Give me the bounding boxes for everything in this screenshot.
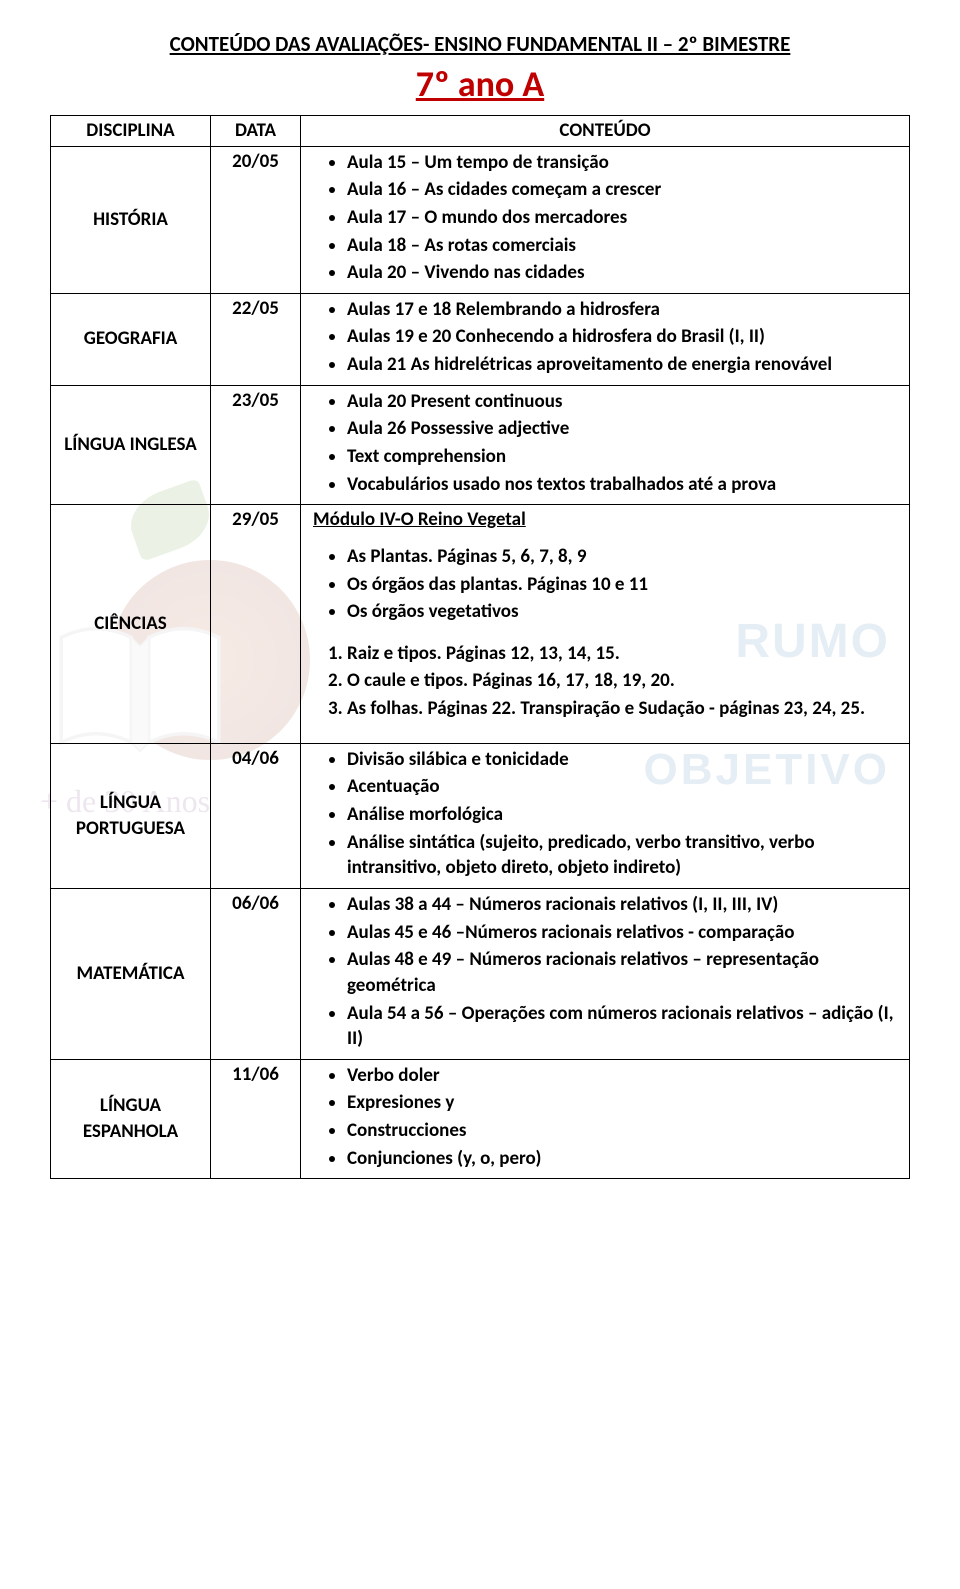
table-row: MATEMÁTICA 06/06 Aulas 38 a 44 – Números… — [51, 888, 910, 1059]
list-item: Os órgãos das plantas. Páginas 10 e 11 — [347, 571, 901, 599]
table-row: LÍNGUA INGLESA 23/05 Aula 20 Present con… — [51, 385, 910, 505]
list-item: Aulas 38 a 44 – Números racionais relati… — [347, 891, 901, 919]
list-item: Aula 16 – As cidades começam a crescer — [347, 176, 901, 204]
discipline-cell: CIÊNCIAS — [51, 505, 211, 743]
content-cell: Aulas 38 a 44 – Números racionais relati… — [301, 888, 910, 1059]
date-cell: 29/05 — [211, 505, 301, 743]
content-table: DISCIPLINA DATA CONTEÚDO HISTÓRIA 20/05 … — [50, 115, 910, 1179]
numbered-item: O caule e tipos. Páginas 16, 17, 18, 19,… — [347, 667, 901, 695]
discipline-cell: GEOGRAFIA — [51, 293, 211, 385]
discipline-cell: MATEMÁTICA — [51, 888, 211, 1059]
content-cell: Módulo IV-O Reino Vegetal As Plantas. Pá… — [301, 505, 910, 743]
list-item: Aula 54 a 56 – Operações com números rac… — [347, 1000, 901, 1053]
content-cell: Aula 15 – Um tempo de transição Aula 16 … — [301, 146, 910, 293]
date-cell: 06/06 — [211, 888, 301, 1059]
list-item: Aulas 17 e 18 Relembrando a hidrosfera — [347, 296, 901, 324]
table-header-row: DISCIPLINA DATA CONTEÚDO — [51, 115, 910, 146]
list-item: Divisão silábica e tonicidade — [347, 746, 901, 774]
date-cell: 23/05 — [211, 385, 301, 505]
numbered-item: As folhas. Páginas 22. Transpiração e Su… — [347, 695, 901, 723]
date-cell: 11/06 — [211, 1059, 301, 1179]
header-content: CONTEÚDO — [301, 115, 910, 146]
list-item: As Plantas. Páginas 5, 6, 7, 8, 9 — [347, 543, 901, 571]
list-item: Análise sintática (sujeito, predicado, v… — [347, 829, 901, 882]
content-cell: Aula 20 Present continuous Aula 26 Posse… — [301, 385, 910, 505]
table-row: LÍNGUA ESPANHOLA 11/06 Verbo doler Expre… — [51, 1059, 910, 1179]
content-cell: Aulas 17 e 18 Relembrando a hidrosfera A… — [301, 293, 910, 385]
list-item: Aula 20 Present continuous — [347, 388, 901, 416]
date-cell: 04/06 — [211, 743, 301, 888]
list-item: Construcciones — [347, 1117, 901, 1145]
list-item: Verbo doler — [347, 1062, 901, 1090]
discipline-cell: LÍNGUA PORTUGUESA — [51, 743, 211, 888]
header-date: DATA — [211, 115, 301, 146]
page-title: CONTEÚDO DAS AVALIAÇÕES- ENSINO FUNDAMEN… — [50, 30, 910, 58]
header-discipline: DISCIPLINA — [51, 115, 211, 146]
date-cell: 20/05 — [211, 146, 301, 293]
list-item: Aula 26 Possessive adjective — [347, 415, 901, 443]
list-item: Aula 17 – O mundo dos mercadores — [347, 204, 901, 232]
content-cell: Verbo doler Expresiones y Construcciones… — [301, 1059, 910, 1179]
list-item: Os órgãos vegetativos — [347, 598, 901, 626]
list-item: Aulas 19 e 20 Conhecendo a hidrosfera do… — [347, 323, 901, 351]
module-title: Módulo IV-O Reino Vegetal — [313, 507, 901, 533]
list-item: Aula 20 – Vivendo nas cidades — [347, 259, 901, 287]
list-item: Conjunciones (y, o, pero) — [347, 1145, 901, 1173]
numbered-item: Raiz e tipos. Páginas 12, 13, 14, 15. — [347, 640, 901, 668]
table-row: HISTÓRIA 20/05 Aula 15 – Um tempo de tra… — [51, 146, 910, 293]
list-item: Text comprehension — [347, 443, 901, 471]
table-row: GEOGRAFIA 22/05 Aulas 17 e 18 Relembrand… — [51, 293, 910, 385]
list-item: Aulas 45 e 46 –Números racionais relativ… — [347, 919, 901, 947]
list-item: Aula 15 – Um tempo de transição — [347, 149, 901, 177]
grade-title: 7º ano A — [50, 60, 910, 109]
list-item: Expresiones y — [347, 1089, 901, 1117]
discipline-cell: LÍNGUA INGLESA — [51, 385, 211, 505]
list-item: Aula 18 – As rotas comerciais — [347, 232, 901, 260]
list-item: Vocabulários usado nos textos trabalhado… — [347, 471, 901, 499]
table-row: LÍNGUA PORTUGUESA 04/06 Divisão silábica… — [51, 743, 910, 888]
table-row: CIÊNCIAS 29/05 Módulo IV-O Reino Vegetal… — [51, 505, 910, 743]
list-item: Aula 21 As hidrelétricas aproveitamento … — [347, 351, 901, 379]
list-item: Acentuação — [347, 773, 901, 801]
list-item: Aulas 48 e 49 – Números racionais relati… — [347, 946, 901, 999]
discipline-cell: HISTÓRIA — [51, 146, 211, 293]
content-cell: Divisão silábica e tonicidade Acentuação… — [301, 743, 910, 888]
discipline-cell: LÍNGUA ESPANHOLA — [51, 1059, 211, 1179]
list-item: Análise morfológica — [347, 801, 901, 829]
date-cell: 22/05 — [211, 293, 301, 385]
